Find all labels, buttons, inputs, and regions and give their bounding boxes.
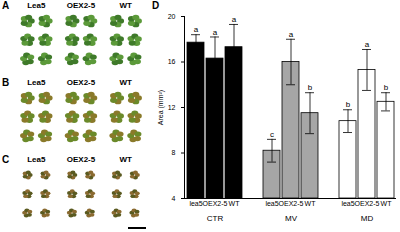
svg-text:WT: WT <box>381 200 393 207</box>
svg-text:b: b <box>308 83 313 92</box>
html-text:OEX2-5: OEX2-5 <box>66 78 96 87</box>
html-text:OEX2-5: OEX2-5 <box>66 1 96 10</box>
svg-text:lea5: lea5 <box>189 200 202 207</box>
svg-text:MV: MV <box>285 214 298 223</box>
html-text:Lea5: Lea5 <box>27 155 46 164</box>
svg-text:a: a <box>213 28 218 37</box>
svg-text:a: a <box>365 40 370 49</box>
svg-text:b: b <box>384 83 389 92</box>
svg-text:a: a <box>289 30 294 39</box>
svg-text:MD: MD <box>361 214 374 223</box>
html-text:C: C <box>2 154 10 165</box>
html-text:D: D <box>152 0 160 11</box>
svg-text:OEX2-5: OEX2-5 <box>279 200 304 207</box>
svg-text:12: 12 <box>168 104 176 111</box>
svg-text:lea5: lea5 <box>265 200 278 207</box>
html-text:OEX2-5: OEX2-5 <box>66 155 96 164</box>
svg-text:CTR: CTR <box>207 214 224 223</box>
svg-text:c: c <box>270 130 274 139</box>
svg-text:b: b <box>346 100 351 109</box>
svg-text:lea5: lea5 <box>341 200 354 207</box>
svg-text:4: 4 <box>172 195 176 202</box>
svg-text:WT: WT <box>305 200 317 207</box>
html-text:WT: WT <box>119 1 132 10</box>
svg-text:OEX2-5: OEX2-5 <box>355 200 380 207</box>
svg-text:8: 8 <box>172 149 176 156</box>
html-text:Lea5: Lea5 <box>27 1 46 10</box>
svg-text:Area (mm²): Area (mm²) <box>157 90 165 125</box>
svg-text:16: 16 <box>168 58 176 65</box>
svg-text:a: a <box>194 25 199 34</box>
svg-text:OEX2-5: OEX2-5 <box>203 200 228 207</box>
html-text:Lea5: Lea5 <box>27 78 46 87</box>
html-text:A: A <box>2 0 10 11</box>
html-text:WT: WT <box>119 155 132 164</box>
svg-text:20: 20 <box>168 13 176 20</box>
svg-text:WT: WT <box>229 200 241 207</box>
html-text:B: B <box>2 77 10 88</box>
svg-text:a: a <box>232 15 237 24</box>
html-text:WT: WT <box>119 78 132 87</box>
